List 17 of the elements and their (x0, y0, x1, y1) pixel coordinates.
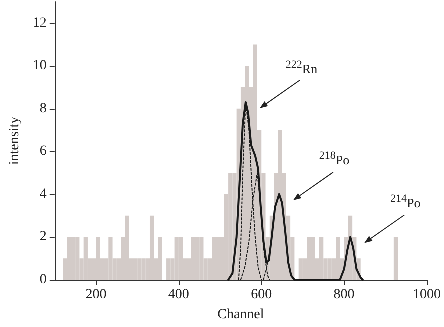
y-tick-label: 4 (40, 186, 47, 202)
x-tick-label: 1000 (413, 288, 441, 302)
x-tick-label: 600 (251, 288, 272, 302)
y-tick-label: 0 (40, 272, 47, 288)
annotation: $^{218}$Po (319, 150, 350, 169)
y-tick-label: 10 (32, 58, 47, 74)
x-tick-label: 800 (334, 288, 355, 302)
annotation: $^{214}$Po (390, 193, 421, 212)
y-tick-label: 6 (40, 144, 47, 160)
y-axis-title: intensity (8, 116, 22, 166)
y-tick-label: 8 (40, 101, 47, 116)
annotation: $^{222}$Rn (286, 58, 318, 77)
x-tick-label: 200 (86, 288, 107, 302)
x-tick-label: 400 (168, 288, 190, 302)
y-tick-label: 2 (40, 230, 47, 245)
x-axis-title: Channel (218, 308, 264, 322)
y-tick-label: 12 (32, 16, 47, 31)
